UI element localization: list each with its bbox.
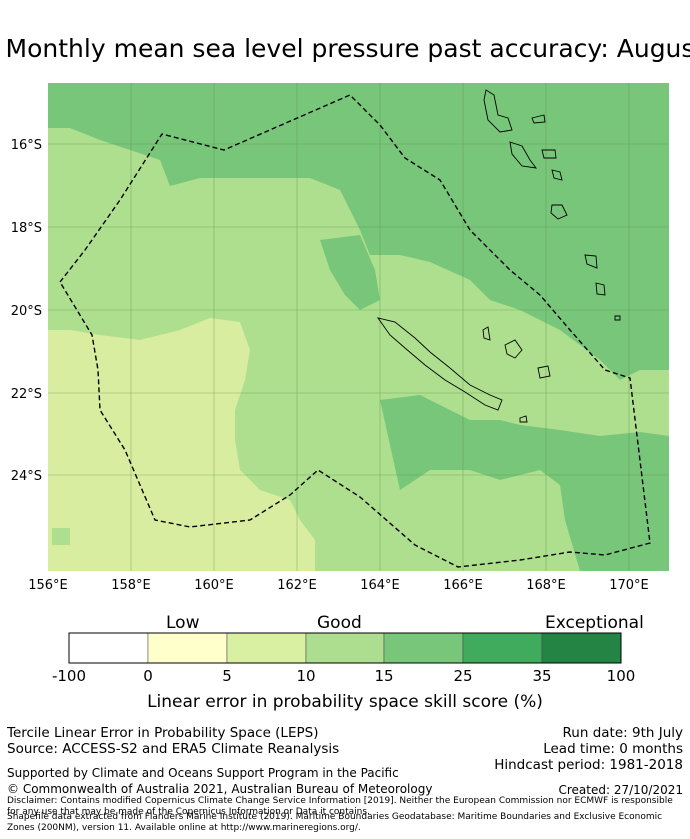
colorbar-tick-4: 10: [296, 667, 316, 685]
lat-label-20s: 20°S: [11, 304, 42, 319]
skill-map: 16°S 18°S 20°S 22°S 24°S 156°E 158°E 160…: [11, 83, 669, 593]
lon-label-162e: 162°E: [277, 578, 317, 593]
ouvea-island: [482, 326, 491, 341]
method-text: Tercile Linear Error in Probability Spac…: [7, 725, 319, 741]
colorbar-swatch-1: [68, 632, 149, 664]
aneityum-island: [614, 315, 621, 321]
colorbar-tick-3: 5: [222, 667, 232, 685]
colorbar-frame: [68, 632, 622, 664]
pentecost-island: [541, 149, 557, 159]
lon-label-168e: 168°E: [526, 578, 566, 593]
coastlines: [376, 89, 621, 423]
run-date-text: Run date: 9th July: [562, 725, 683, 741]
shapefile-credit-text: Shapefile data extracted from Flanders M…: [7, 812, 663, 833]
colorbar-tick-1: -100: [51, 667, 87, 685]
colorbar-title: Linear error in probability space skill …: [147, 692, 543, 712]
lon-label-166e: 166°E: [443, 578, 483, 593]
source-text: Source: ACCESS-S2 and ERA5 Climate Reana…: [7, 741, 340, 757]
erromango-island: [584, 254, 598, 269]
lat-label-18s: 18°S: [11, 221, 42, 236]
espiritu-santo-island: [483, 89, 513, 133]
malakula-island: [509, 141, 538, 169]
hindcast-text: Hindcast period: 1981-2018: [494, 757, 683, 773]
high-skill-region: [48, 83, 669, 571]
colorbar-tick-7: 35: [532, 667, 552, 685]
colorbar-swatch-3: [226, 632, 307, 664]
colorbar-tick-5: 15: [374, 667, 394, 685]
lon-label-160e: 160°E: [194, 578, 234, 593]
colorbar-swatch-2: [147, 632, 228, 664]
colorbar-tick-6: 25: [453, 667, 473, 685]
colorbar-swatch-4: [305, 632, 385, 664]
new-caledonia-island: [376, 317, 503, 411]
mare-island: [537, 365, 551, 379]
colorbar-low-label: Low: [166, 613, 200, 633]
ambae-island: [531, 114, 546, 124]
lead-time-text: Lead time: 0 months: [543, 741, 683, 757]
colorbar-swatch-6: [462, 632, 543, 664]
colorbar-swatch-5: [383, 632, 464, 664]
tanna-island: [595, 282, 606, 296]
created-text: Created: 27/10/2021: [558, 783, 683, 797]
colorbar: [68, 632, 622, 664]
isle-of-pines-island: [519, 415, 528, 423]
copyright-text: © Commonwealth of Australia 2021, Austra…: [7, 782, 433, 796]
lon-label-164e: 164°E: [360, 578, 400, 593]
lon-label-170e: 170°E: [609, 578, 649, 593]
efate-island: [550, 204, 568, 220]
disclaimer-text: Disclaimer: Contains modified Copernicus…: [7, 796, 673, 817]
colorbar-swatch-7: [541, 632, 622, 664]
map-title: Monthly mean sea level pressure past acc…: [5, 34, 690, 63]
lon-label-158e: 158°E: [111, 578, 151, 593]
lat-label-24s: 24°S: [11, 469, 42, 484]
eez-boundary: [59, 94, 651, 568]
lon-label-156e: 156°E: [28, 578, 68, 593]
lat-label-22s: 22°S: [11, 387, 42, 402]
lat-axis-labels: 16°S 18°S 20°S 22°S 24°S: [11, 138, 42, 484]
grid-lines: [48, 83, 669, 571]
colorbar-good-label: Good: [317, 613, 362, 633]
low-skill-region: [48, 318, 315, 571]
colorbar-tick-8: 100: [606, 667, 636, 685]
colorbar-tick-2: 0: [143, 667, 153, 685]
lon-axis-labels: 156°E 158°E 160°E 162°E 164°E 166°E 168°…: [28, 578, 649, 593]
lifou-island: [504, 339, 523, 359]
epi-island: [551, 169, 563, 181]
colorbar-exceptional-label: Exceptional: [545, 613, 644, 633]
support-text: Supported by Climate and Oceans Support …: [7, 766, 399, 780]
lat-label-16s: 16°S: [11, 138, 42, 153]
